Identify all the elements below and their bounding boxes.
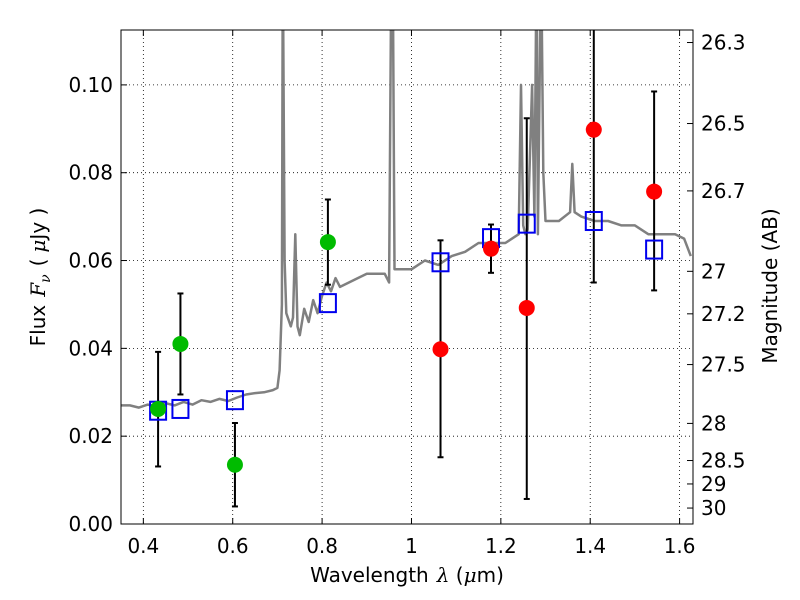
y-axis-label-text: Flux <box>26 305 50 347</box>
data-point-red <box>518 299 535 316</box>
data-point-green <box>150 400 167 417</box>
model-photometry-box <box>171 398 190 419</box>
y-axis-label-unit-mu: μ <box>26 240 50 253</box>
x-tick-label: 1.4 <box>574 534 606 558</box>
magnitude-tick-label: 27 <box>701 259 726 283</box>
spectrum-line <box>121 30 692 409</box>
magnitude-tick-label: 26.7 <box>701 179 746 203</box>
magnitude-tick-label: 28 <box>701 411 726 435</box>
data-point-green <box>172 335 189 352</box>
magnitude-tick-label: 26.5 <box>701 112 746 136</box>
x-axis-label-unit-close: m) <box>477 563 504 587</box>
y-axis-label-unit-open: ( <box>26 259 50 267</box>
x-axis-label-unit-open: ( <box>449 563 463 587</box>
y-axis-label: Flux Fν ( μJy ) <box>26 208 54 347</box>
y-tick-label: 0.04 <box>68 336 113 360</box>
model-photometry-box <box>318 293 337 314</box>
x-tick-label: 0.6 <box>217 534 249 558</box>
x-tick-label: 0.4 <box>127 534 159 558</box>
data-point-red <box>646 183 663 200</box>
spectrum-layer <box>121 30 692 409</box>
y-tick-label: 0.08 <box>68 161 113 185</box>
y-axis-label-unit-close: Jy ) <box>26 208 50 242</box>
x-tick-label: 1.2 <box>485 534 517 558</box>
y-axis: 0.00 0.02 0.04 0.06 0.08 0.10 <box>68 73 127 536</box>
model-photometry-box <box>225 390 244 411</box>
y-tick-label: 0.02 <box>68 424 113 448</box>
y-tick-label: 0.06 <box>68 249 113 273</box>
data-point-green <box>319 234 336 251</box>
plot-frame <box>120 29 694 525</box>
x-axis-label-unit-mu: μ <box>464 563 477 587</box>
model-photometry-box <box>431 252 450 273</box>
data-point-red <box>432 341 449 358</box>
magnitude-tick-label: 30 <box>701 496 726 520</box>
y-tick-label: 0.00 <box>68 512 113 536</box>
x-axis-label-text: Wavelength <box>310 563 429 587</box>
data-point-green <box>226 456 243 473</box>
x-axis: 0.4 0.6 0.8 1 1.2 1.4 1.6 <box>127 30 696 558</box>
data-point-red <box>483 240 500 257</box>
y-tick-label: 0.10 <box>68 73 113 97</box>
x-tick-label: 1.6 <box>664 534 696 558</box>
y-axis-label-subscript: ν <box>38 274 54 283</box>
x-tick-label: 0.8 <box>306 534 338 558</box>
magnitude-tick-label: 27.5 <box>701 353 746 377</box>
point-layer <box>150 121 663 473</box>
magnitude-tick-label: 26.3 <box>701 31 746 55</box>
model-photometry-box <box>584 211 603 232</box>
data-point-red <box>585 121 602 138</box>
model-box-layer <box>149 211 664 421</box>
x-axis-label: Wavelength λ (μm) <box>310 563 504 587</box>
model-photometry-box <box>517 213 536 234</box>
x-tick-label: 1 <box>405 534 418 558</box>
magnitude-axis-label: Magnitude (AB) <box>758 208 782 363</box>
y-axis-label-symbol: F <box>26 282 50 298</box>
magnitude-tick-label: 29 <box>701 472 726 496</box>
x-axis-label-symbol: λ <box>436 563 450 587</box>
magnitude-tick-label: 28.5 <box>701 449 746 473</box>
model-photometry-box <box>645 239 664 260</box>
magnitude-tick-label: 27.2 <box>701 302 746 326</box>
